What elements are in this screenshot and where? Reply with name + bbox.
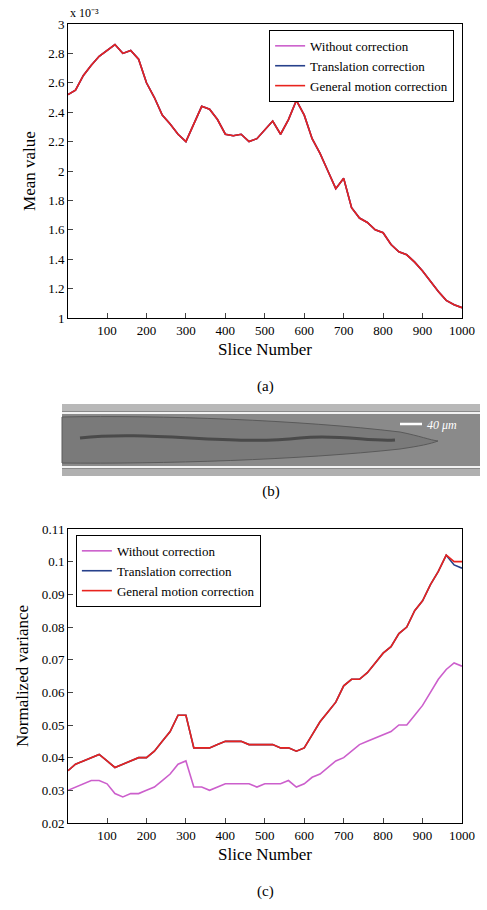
svg-text:x 10⁻³: x 10⁻³	[70, 6, 99, 20]
svg-text:0.06: 0.06	[42, 685, 65, 700]
svg-text:2.4: 2.4	[48, 105, 65, 120]
svg-text:400: 400	[216, 828, 236, 843]
svg-text:600: 600	[294, 828, 314, 843]
svg-text:General motion correction: General motion correction	[117, 584, 255, 599]
svg-text:300: 300	[176, 828, 196, 843]
svg-text:Without correction: Without correction	[310, 39, 409, 54]
svg-text:Translation correction: Translation correction	[117, 564, 232, 579]
svg-text:General motion correction: General motion correction	[310, 79, 448, 94]
svg-text:800: 800	[373, 828, 393, 843]
svg-text:0.1: 0.1	[48, 554, 64, 569]
svg-text:0.05: 0.05	[42, 718, 65, 733]
svg-text:1.8: 1.8	[48, 193, 64, 208]
svg-text:0.09: 0.09	[42, 587, 65, 602]
svg-text:800: 800	[373, 323, 393, 338]
svg-text:0.08: 0.08	[42, 620, 65, 635]
svg-text:100: 100	[97, 323, 117, 338]
svg-text:(b): (b)	[262, 483, 280, 500]
svg-text:300: 300	[176, 323, 196, 338]
svg-text:0.02: 0.02	[42, 816, 65, 831]
svg-text:1000: 1000	[449, 828, 475, 843]
svg-text:100: 100	[97, 828, 117, 843]
svg-text:600: 600	[294, 323, 314, 338]
svg-text:1: 1	[58, 311, 65, 326]
svg-text:3: 3	[58, 17, 65, 32]
svg-text:1.2: 1.2	[48, 281, 64, 296]
svg-text:Slice Number: Slice Number	[218, 340, 312, 359]
svg-text:Mean value: Mean value	[20, 131, 39, 211]
svg-text:200: 200	[137, 323, 157, 338]
svg-text:Translation correction: Translation correction	[310, 59, 425, 74]
svg-text:(a): (a)	[257, 378, 274, 395]
svg-text:500: 500	[255, 828, 275, 843]
svg-text:2.8: 2.8	[48, 46, 64, 61]
svg-text:2.6: 2.6	[48, 75, 65, 90]
svg-text:900: 900	[413, 323, 433, 338]
svg-text:1000: 1000	[449, 323, 475, 338]
svg-text:2.2: 2.2	[48, 134, 64, 149]
svg-text:900: 900	[413, 828, 433, 843]
svg-text:0.04: 0.04	[42, 750, 65, 765]
svg-text:400: 400	[216, 323, 236, 338]
svg-text:2: 2	[58, 164, 65, 179]
svg-text:0.07: 0.07	[42, 652, 65, 667]
svg-text:1.6: 1.6	[48, 222, 65, 237]
svg-text:0.03: 0.03	[42, 783, 65, 798]
svg-text:700: 700	[334, 323, 354, 338]
svg-text:500: 500	[255, 323, 275, 338]
svg-text:Normalized variance: Normalized variance	[13, 605, 32, 747]
svg-text:0.11: 0.11	[42, 522, 64, 537]
svg-text:Slice Number: Slice Number	[218, 845, 312, 864]
svg-text:(c): (c)	[257, 883, 274, 900]
svg-text:700: 700	[334, 828, 354, 843]
svg-text:Without correction: Without correction	[117, 544, 216, 559]
svg-text:200: 200	[137, 828, 157, 843]
svg-text:1.4: 1.4	[48, 252, 65, 267]
svg-text:40 μm: 40 μm	[427, 418, 457, 432]
